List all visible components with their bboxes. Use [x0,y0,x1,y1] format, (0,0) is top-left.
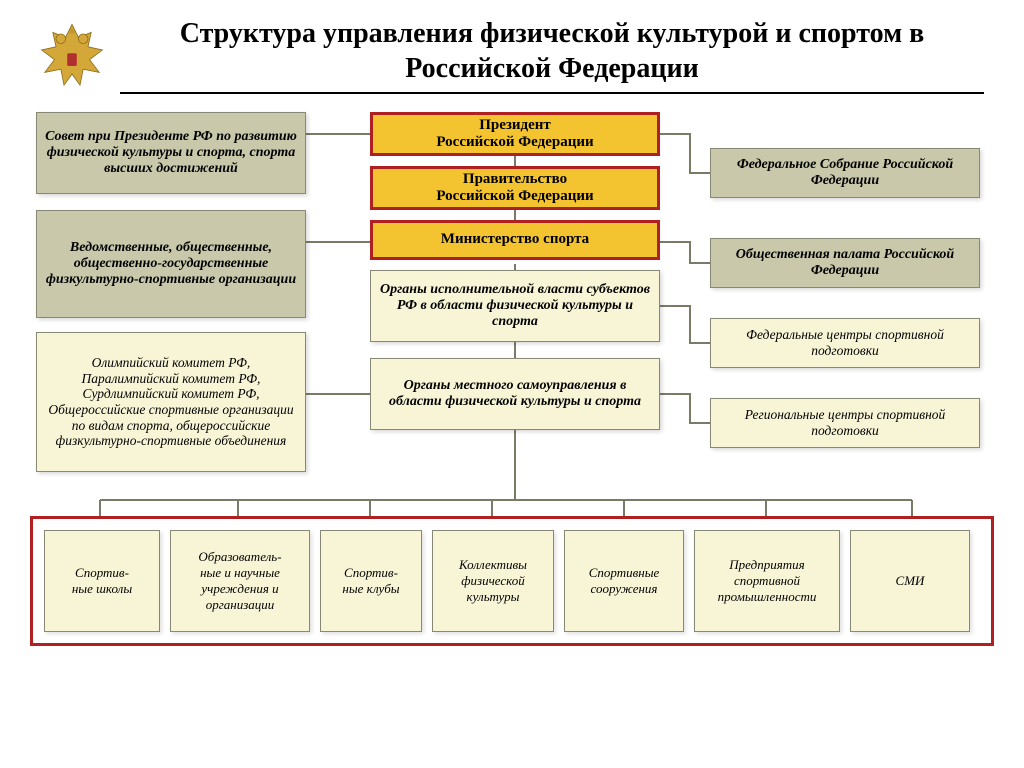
center-president-box: Президент Российской Федерации [370,112,660,156]
left-olympic-box: Олимпийский комитет РФ, Паралимпийский к… [36,332,306,472]
center-exec-regional-box: Органы исполнительной власти субъектов Р… [370,270,660,342]
center-government-box: Правительство Российской Федерации [370,166,660,210]
center-local-self-gov-box: Органы местного самоуправления в области… [370,358,660,430]
center-ministry-box: Министерство спорта [370,220,660,260]
russian-coat-of-arms-icon [32,18,112,98]
bottom-cell-media: СМИ [850,530,970,632]
bottom-cell-enterprises: Предприятия спортивной промышленности [694,530,840,632]
page-title: Структура управления физической культуро… [120,16,984,94]
right-public-chamber-box: Общественная палата Российской Федерации [710,238,980,288]
left-departmental-box: Ведомственные, общественные, общественно… [36,210,306,318]
bottom-cell-educational: Образователь- ные и научные учреждения и… [170,530,310,632]
right-reg-centers-box: Региональные центры спортивной подготовк… [710,398,980,448]
bottom-cell-facilities: Спортивные сооружения [564,530,684,632]
left-council-box: Совет при Президенте РФ по развитию физи… [36,112,306,194]
right-fed-centers-box: Федеральные центры спортивной подготовки [710,318,980,368]
right-fed-assembly-box: Федеральное Собрание Российской Федераци… [710,148,980,198]
bottom-cell-sport-schools: Спортив- ные школы [44,530,160,632]
bottom-cell-collectives: Коллективы физической культуры [432,530,554,632]
bottom-cell-sport-clubs: Спортив- ные клубы [320,530,422,632]
